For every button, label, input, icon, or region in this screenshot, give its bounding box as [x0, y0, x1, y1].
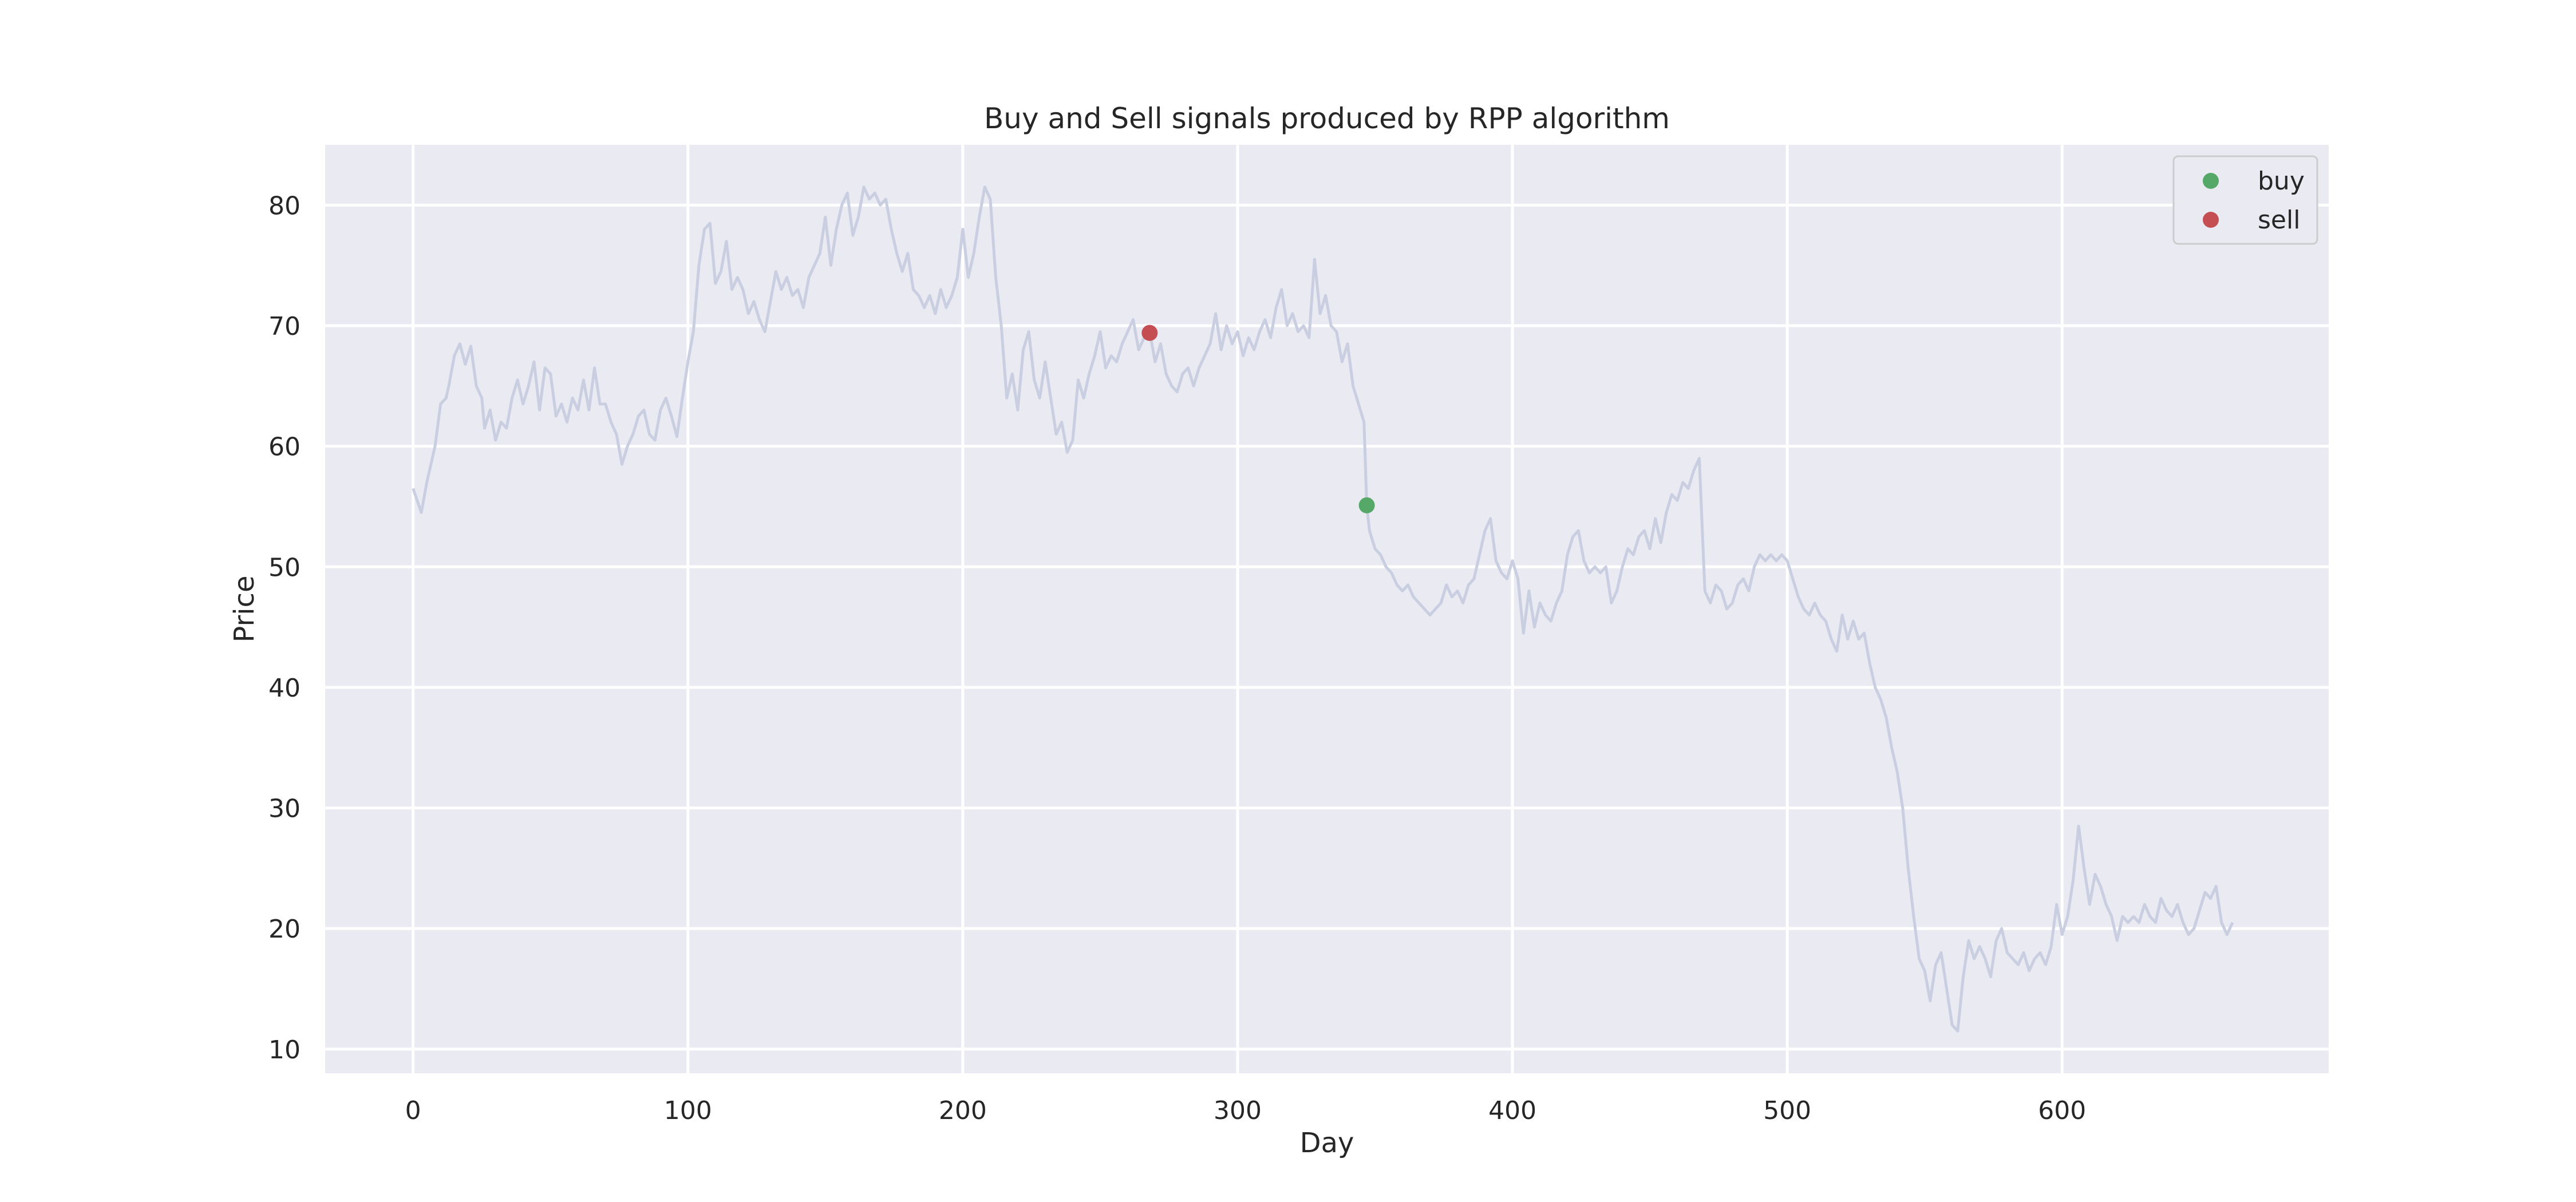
x-tick-label: 300	[1214, 1096, 1262, 1125]
legend: buy sell	[2172, 155, 2318, 245]
legend-buy-label: buy	[2258, 167, 2305, 196]
y-axis-label: Price	[228, 575, 260, 642]
y-tick-label: 20	[268, 915, 301, 944]
y-tick-label: 30	[268, 794, 301, 824]
y-tick-labels: 10 20 30 40 50 60 70 80	[268, 191, 301, 1065]
signal-markers	[1141, 325, 1375, 513]
y-tick-label: 50	[268, 553, 301, 582]
x-tick-label: 400	[1488, 1096, 1536, 1125]
x-tick-label: 500	[1763, 1096, 1811, 1125]
legend-sell-marker	[2203, 212, 2219, 228]
legend-sell-label: sell	[2258, 205, 2300, 235]
x-tick-labels: 0 100 200 300 400 500 600	[405, 1096, 2087, 1125]
y-tick-label: 70	[268, 312, 301, 341]
buy-signal-marker	[1358, 497, 1375, 513]
sell-signal-marker	[1141, 325, 1158, 341]
x-tick-label: 600	[2038, 1096, 2086, 1125]
chart-title: Buy and Sell signals produced by RPP alg…	[984, 102, 1670, 135]
legend-buy-marker	[2203, 173, 2219, 189]
x-axis-label: Day	[1300, 1127, 1354, 1159]
x-tick-label: 200	[939, 1096, 987, 1125]
plot-background	[325, 145, 2329, 1073]
y-tick-label: 10	[268, 1035, 301, 1065]
x-tick-label: 0	[405, 1096, 421, 1125]
grid-lines	[325, 145, 2329, 1073]
x-tick-label: 100	[664, 1096, 712, 1125]
y-tick-label: 80	[268, 191, 301, 220]
price-series-line	[412, 185, 2234, 1033]
y-tick-label: 40	[268, 674, 301, 703]
y-tick-label: 60	[268, 433, 301, 462]
